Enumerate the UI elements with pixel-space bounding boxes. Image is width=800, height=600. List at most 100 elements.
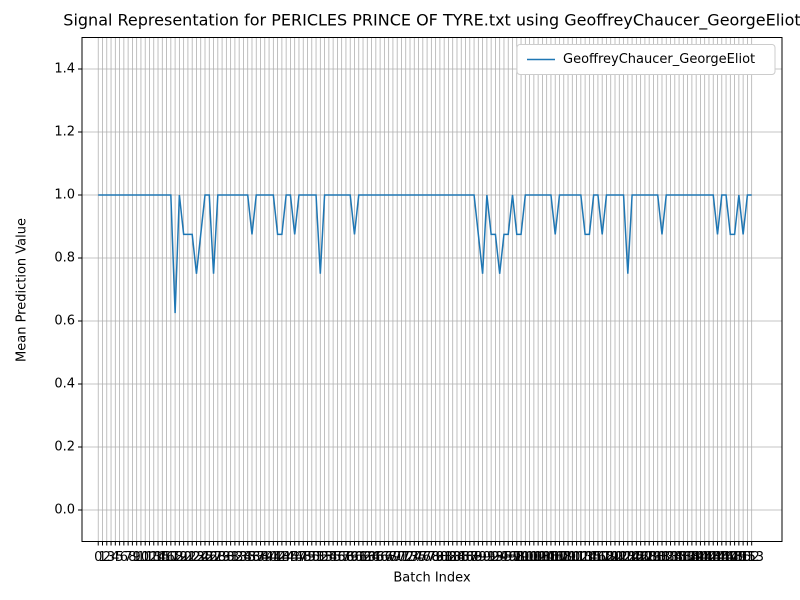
x-tick-label: 70 xyxy=(389,550,406,565)
y-axis-label: Mean Prediction Value xyxy=(15,218,30,362)
x-tick-label: 16 xyxy=(158,550,175,565)
plot-frame xyxy=(81,37,783,542)
x-tick-label: 101 xyxy=(517,550,542,565)
x-tick-label: 112 xyxy=(564,550,589,565)
x-tick-label: 82 xyxy=(440,550,457,565)
x-tick-label: 118 xyxy=(590,550,615,565)
x-tick-label: 147 xyxy=(714,550,739,565)
y-tick-label: 0.8 xyxy=(54,251,75,266)
x-tick-label: 11 xyxy=(137,550,154,565)
x-tick-label: 97 xyxy=(504,550,521,565)
x-tick-label: 51 xyxy=(308,550,325,565)
x-tick-label: 151 xyxy=(731,550,756,565)
x-tick-label: 99 xyxy=(513,550,530,565)
x-tick-label: 142 xyxy=(692,550,717,565)
x-tick-label: 116 xyxy=(581,550,606,565)
x-tick-label: 114 xyxy=(573,550,598,565)
x-tick-label: 65 xyxy=(368,550,385,565)
x-tick-label: 52 xyxy=(312,550,329,565)
x-tick-label: 87 xyxy=(462,550,479,565)
x-tick-label: 76 xyxy=(415,550,432,565)
x-tick-label: 27 xyxy=(205,550,222,565)
x-tick-label: 134 xyxy=(658,550,683,565)
x-tick-label: 69 xyxy=(385,550,402,565)
x-tick-label: 62 xyxy=(355,550,372,565)
x-tick-label: 3 xyxy=(107,550,115,565)
x-tick-label: 54 xyxy=(321,550,338,565)
x-tick-label: 139 xyxy=(679,550,704,565)
x-tick-label: 75 xyxy=(410,550,427,565)
x-tick-label: 43 xyxy=(274,550,291,565)
x-tick-label: 132 xyxy=(650,550,675,565)
x-tick-label: 120 xyxy=(598,550,623,565)
x-tick-label: 138 xyxy=(675,550,700,565)
x-tick-label: 63 xyxy=(359,550,376,565)
x-tick-label: 4 xyxy=(111,550,119,565)
y-tick-label: 0.2 xyxy=(54,440,75,455)
x-tick-label: 103 xyxy=(526,550,551,565)
x-tick-label: 98 xyxy=(509,550,526,565)
x-tick-label: 36 xyxy=(244,550,261,565)
x-tick-label: 148 xyxy=(718,550,743,565)
x-tick-label: 130 xyxy=(641,550,666,565)
x-tick-label: 9 xyxy=(133,550,141,565)
y-tick-label: 1.2 xyxy=(54,125,75,140)
x-tick-label: 136 xyxy=(667,550,692,565)
x-tick-label: 60 xyxy=(346,550,363,565)
x-tick-label: 111 xyxy=(560,550,585,565)
y-tick-label: 0.0 xyxy=(54,503,75,518)
chart-title: Signal Representation for PERICLES PRINC… xyxy=(63,11,800,31)
x-tick-label: 79 xyxy=(427,550,444,565)
x-tick-label: 45 xyxy=(282,550,299,565)
x-tick-label: 88 xyxy=(466,550,483,565)
y-tick-label: 0.6 xyxy=(54,314,75,329)
x-tick-label: 29 xyxy=(214,550,231,565)
x-tick-label: 131 xyxy=(645,550,670,565)
x-tick-label: 41 xyxy=(265,550,282,565)
x-tick-label: 26 xyxy=(201,550,218,565)
x-tick-label: 53 xyxy=(316,550,333,565)
x-tick-label: 56 xyxy=(329,550,346,565)
x-tick-label: 135 xyxy=(662,550,687,565)
x-tick-label: 50 xyxy=(304,550,321,565)
x-tick-label: 25 xyxy=(197,550,214,565)
x-tick-label: 13 xyxy=(145,550,162,565)
x-tick-label: 0 xyxy=(94,550,102,565)
x-tick-label: 146 xyxy=(709,550,734,565)
x-tick-label: 40 xyxy=(261,550,278,565)
x-tick-label: 67 xyxy=(376,550,393,565)
x-tick-label: 96 xyxy=(500,550,517,565)
x-tick-label: 66 xyxy=(372,550,389,565)
x-tick-label: 10 xyxy=(133,550,150,565)
x-tick-label: 8 xyxy=(128,550,136,565)
x-tick-label: 71 xyxy=(393,550,410,565)
x-tick-label: 109 xyxy=(551,550,576,565)
x-tick-label: 85 xyxy=(453,550,470,565)
x-tick-label: 17 xyxy=(163,550,180,565)
x-tick-label: 143 xyxy=(697,550,722,565)
x-tick-label: 86 xyxy=(457,550,474,565)
x-tick-label: 89 xyxy=(470,550,487,565)
x-tick-label: 64 xyxy=(363,550,380,565)
x-tick-label: 72 xyxy=(397,550,414,565)
x-tick-label: 37 xyxy=(248,550,265,565)
x-tick-label: 123 xyxy=(611,550,636,565)
x-tick-label: 20 xyxy=(175,550,192,565)
x-tick-label: 133 xyxy=(654,550,679,565)
legend-label: GeoffreyChaucer_GeorgeEliot xyxy=(563,52,755,67)
x-tick-label: 95 xyxy=(496,550,513,565)
x-tick-label: 100 xyxy=(513,550,538,565)
x-tick-label: 24 xyxy=(192,550,209,565)
x-tick-label: 73 xyxy=(402,550,419,565)
x-tick-label: 30 xyxy=(218,550,235,565)
x-tick-label: 48 xyxy=(295,550,312,565)
x-tick-label: 77 xyxy=(419,550,436,565)
x-tick-label: 113 xyxy=(568,550,593,565)
x-tick-label: 106 xyxy=(539,550,564,565)
x-tick-label: 81 xyxy=(436,550,453,565)
x-tick-label: 126 xyxy=(624,550,649,565)
x-tick-label: 59 xyxy=(342,550,359,565)
x-tick-label: 108 xyxy=(547,550,572,565)
x-tick-label: 121 xyxy=(603,550,628,565)
